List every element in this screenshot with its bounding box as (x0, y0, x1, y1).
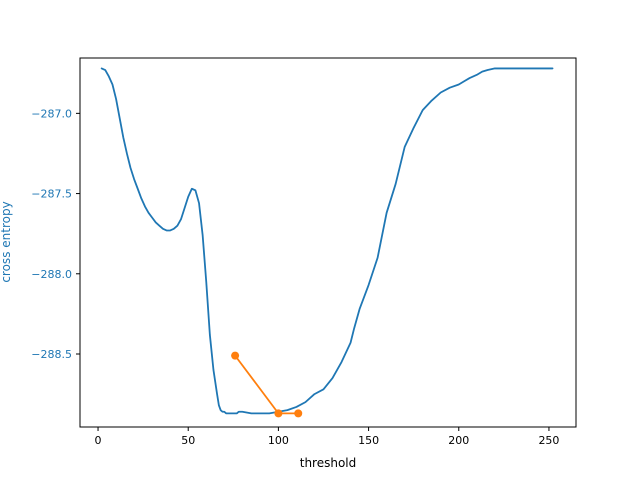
series-layer (100, 67, 554, 418)
y-axis-label: cross entropy (0, 201, 13, 282)
x-tick-label: 200 (448, 434, 469, 447)
x-tick-label: 0 (95, 434, 102, 447)
x-tick-label: 50 (181, 434, 195, 447)
x-axis-label: threshold (300, 456, 357, 470)
series-2-point (294, 409, 303, 418)
axes-layer: 0 50 100 150 200 250 −287.0 −287.5 −288.0 −288.5 (31, 57, 577, 447)
y-tick-label: −287.0 (31, 107, 72, 120)
x-tick-label: 250 (538, 434, 559, 447)
series-line-1 (100, 67, 554, 415)
x-tick-label: 100 (268, 434, 289, 447)
series-2-point (231, 351, 240, 360)
series-2-point (274, 409, 283, 418)
y-tick-label: −288.0 (31, 268, 72, 281)
x-tick-label: 150 (358, 434, 379, 447)
y-tick-label: −287.5 (31, 188, 72, 201)
plot-frame (79, 57, 577, 428)
y-tick-label: −288.5 (31, 348, 72, 361)
